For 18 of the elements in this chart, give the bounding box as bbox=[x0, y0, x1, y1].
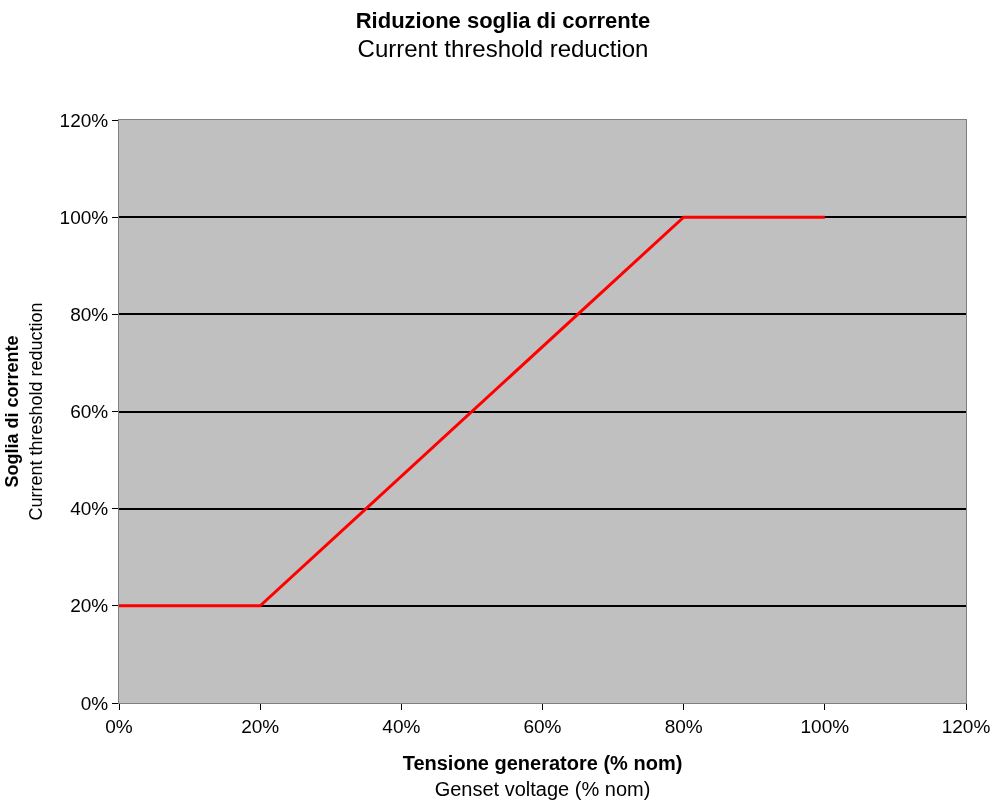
x-tick-label: 0% bbox=[105, 715, 133, 737]
y-tick-label: 120% bbox=[59, 109, 109, 131]
x-tick-label: 80% bbox=[664, 715, 703, 737]
x-tick-label: 120% bbox=[941, 715, 991, 737]
x-tick-label: 20% bbox=[241, 715, 280, 737]
y-tick-label: 20% bbox=[70, 595, 109, 617]
x-tick-label: 100% bbox=[800, 715, 850, 737]
y-axis-title: Soglia di corrente Current threshold reduction bbox=[2, 302, 46, 521]
y-tick-label: 40% bbox=[70, 498, 109, 520]
x-tick-label: 60% bbox=[523, 715, 562, 737]
y-tick-label: 0% bbox=[80, 692, 109, 714]
y-tick-label: 100% bbox=[59, 206, 109, 228]
chart-subtitle: Current threshold reduction bbox=[357, 34, 649, 62]
y-tick-label: 60% bbox=[70, 401, 109, 423]
chart-title: Riduzione soglia di corrente bbox=[355, 8, 651, 34]
y-tick-label: 80% bbox=[70, 303, 109, 325]
x-axis-title: Tensione generatore (% nom) Genset voltage (% nom) bbox=[402, 752, 683, 801]
x-tick-label: 40% bbox=[382, 715, 421, 737]
